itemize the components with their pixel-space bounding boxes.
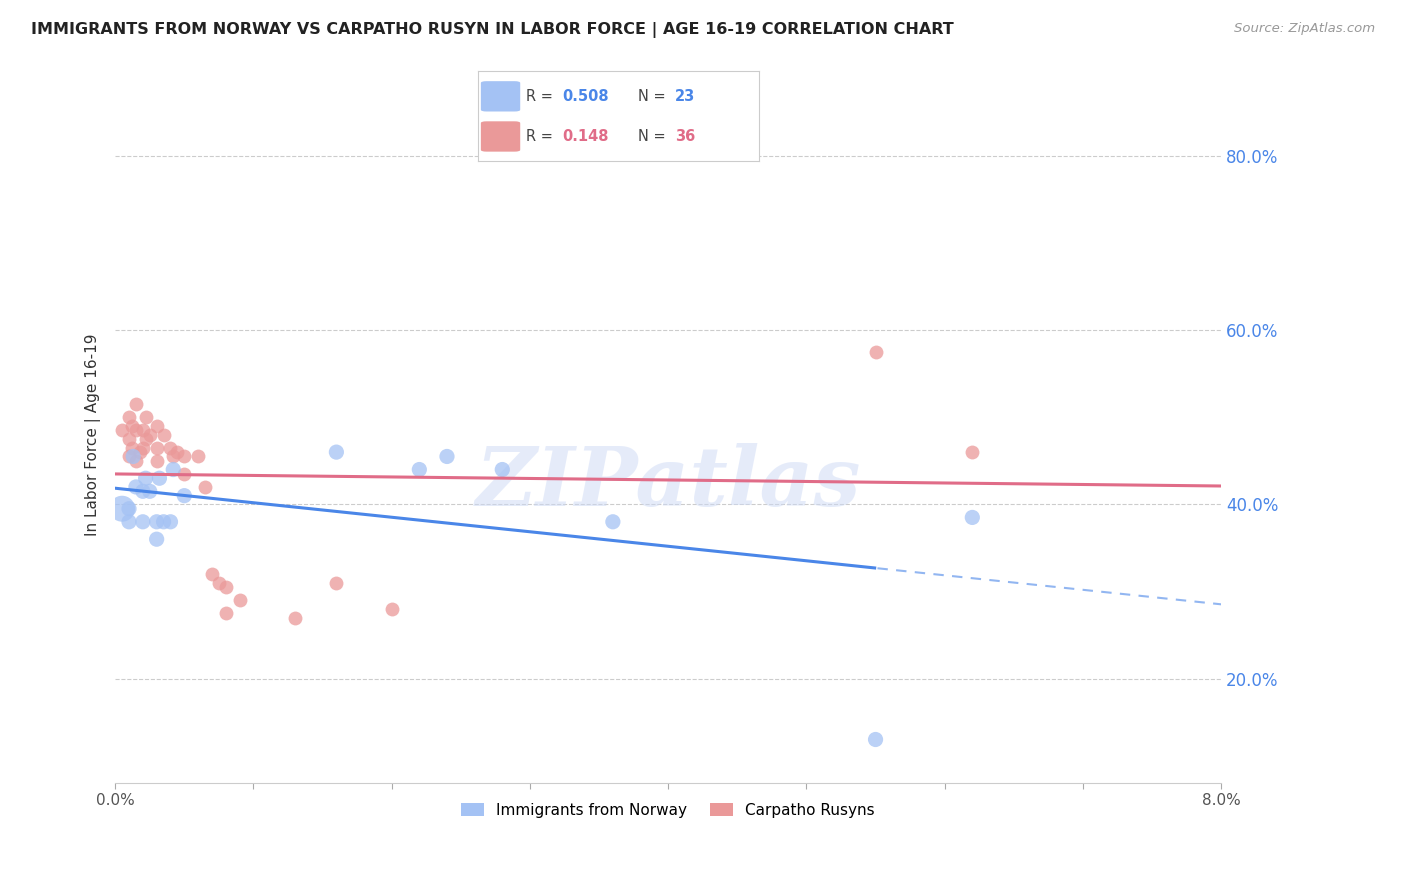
Text: 23: 23: [675, 89, 695, 103]
Point: [145, 441, 167, 455]
Text: 0.508: 0.508: [562, 89, 609, 103]
Text: R =: R =: [526, 129, 553, 144]
Point: [132, 423, 155, 437]
Point: [125, 454, 148, 468]
Point: [408, 462, 430, 476]
Point: [111, 501, 134, 516]
Text: 0.148: 0.148: [562, 129, 609, 144]
FancyBboxPatch shape: [481, 121, 520, 152]
Point: [145, 515, 167, 529]
Point: [159, 515, 181, 529]
Point: [962, 445, 984, 459]
Point: [145, 454, 167, 468]
Point: [228, 593, 250, 607]
Point: [125, 397, 148, 411]
Text: N =: N =: [638, 89, 666, 103]
Point: [135, 471, 157, 485]
Point: [148, 471, 170, 485]
Point: [491, 462, 513, 476]
Point: [135, 410, 157, 425]
Point: [118, 432, 141, 446]
Point: [284, 610, 307, 624]
Text: N =: N =: [638, 129, 666, 144]
Point: [111, 423, 134, 437]
Point: [381, 602, 404, 616]
Point: [118, 450, 141, 464]
Point: [602, 515, 624, 529]
Point: [118, 515, 141, 529]
Point: [121, 441, 143, 455]
Point: [145, 532, 167, 546]
Point: [152, 427, 174, 442]
Point: [201, 567, 224, 582]
Point: [166, 445, 188, 459]
Point: [125, 423, 148, 437]
Point: [132, 484, 155, 499]
Point: [122, 450, 145, 464]
Point: [215, 580, 238, 594]
Point: [139, 427, 162, 442]
Point: [173, 489, 195, 503]
Legend: Immigrants from Norway, Carpatho Rusyns: Immigrants from Norway, Carpatho Rusyns: [456, 797, 882, 824]
Point: [187, 450, 209, 464]
Point: [962, 510, 984, 524]
Point: [145, 419, 167, 434]
Point: [132, 441, 155, 455]
Point: [162, 462, 184, 476]
Point: [152, 515, 174, 529]
Text: ZIPatlas: ZIPatlas: [475, 443, 860, 524]
Point: [215, 606, 238, 620]
Text: IMMIGRANTS FROM NORWAY VS CARPATHO RUSYN IN LABOR FORCE | AGE 16-19 CORRELATION : IMMIGRANTS FROM NORWAY VS CARPATHO RUSYN…: [31, 22, 953, 38]
Point: [121, 419, 143, 434]
Point: [159, 441, 181, 455]
Point: [173, 450, 195, 464]
Text: 36: 36: [675, 129, 695, 144]
Point: [162, 450, 184, 464]
Point: [125, 480, 148, 494]
Point: [325, 575, 347, 590]
Point: [118, 410, 141, 425]
Point: [865, 345, 887, 359]
Point: [325, 445, 347, 459]
Point: [436, 450, 458, 464]
Y-axis label: In Labor Force | Age 16-19: In Labor Force | Age 16-19: [86, 334, 101, 536]
Point: [139, 484, 162, 499]
Point: [129, 445, 152, 459]
Point: [865, 732, 887, 747]
Point: [132, 515, 155, 529]
Point: [208, 575, 231, 590]
Point: [173, 467, 195, 481]
Text: Source: ZipAtlas.com: Source: ZipAtlas.com: [1234, 22, 1375, 36]
Point: [135, 432, 157, 446]
Point: [194, 480, 217, 494]
Point: [118, 501, 141, 516]
Text: R =: R =: [526, 89, 553, 103]
FancyBboxPatch shape: [481, 81, 520, 112]
